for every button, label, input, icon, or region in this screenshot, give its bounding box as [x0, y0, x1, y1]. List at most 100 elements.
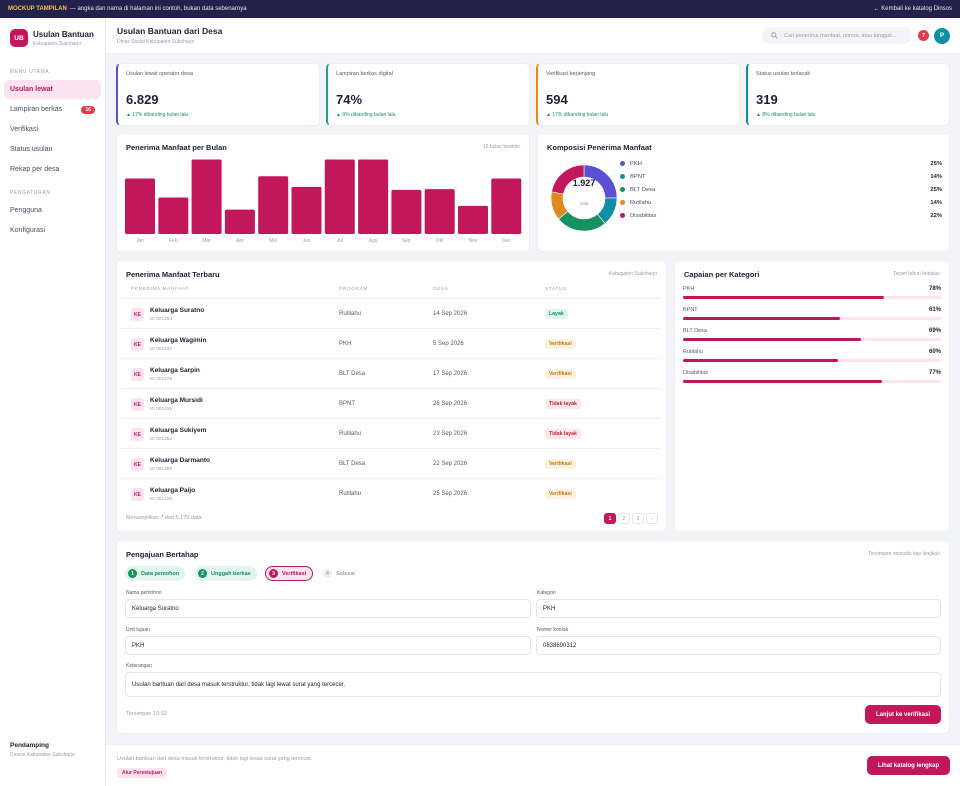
- step-unggah-berkas[interactable]: 2 Unggah berkas: [195, 566, 257, 581]
- table-row[interactable]: KE Keluarga Suratno ID 001204 Rutilahu 14 Se…: [119, 298, 661, 328]
- sidebar-item-rekap-per-desa[interactable]: Rekap per desa: [4, 160, 101, 179]
- donut-slice-disabilitas: [551, 164, 585, 195]
- legend-percent: 25%: [930, 161, 942, 167]
- next-page-button[interactable]: ›: [646, 513, 658, 524]
- step-label: Unggah berkas: [211, 570, 251, 577]
- sidebar-item-pengguna[interactable]: Pengguna: [4, 201, 101, 220]
- col-header-status: STATUS: [545, 287, 567, 292]
- progress-percent: 60%: [928, 349, 941, 355]
- form-title: Pengajuan Bertahap: [126, 550, 199, 559]
- table-row[interactable]: KE Keluarga Sukiyem ID 001352 Rutilahu 23 Se…: [119, 418, 661, 448]
- table-row[interactable]: KE Keluarga Mursidi ID 001315 BPNT 26 Sep 20…: [119, 388, 661, 418]
- date-cell: 5 Sep 2026: [433, 341, 464, 347]
- step-data-pemohon[interactable]: 1 Data pemohon: [125, 566, 186, 581]
- category-select[interactable]: PKH: [536, 599, 941, 618]
- progress-label: BPNT: [683, 307, 698, 313]
- progress-track: [683, 317, 941, 320]
- legend-percent: 14%: [930, 174, 942, 180]
- unit-label: Unit tujuan: [126, 627, 150, 633]
- table-row[interactable]: KE Keluarga Sarpin ID 001278 BLT Desa 17 Sep…: [119, 358, 661, 388]
- legend-percent: 25%: [930, 187, 942, 193]
- category-label: Kategori: [537, 590, 556, 596]
- sidebar-item-label: Konfigurasi: [10, 227, 46, 234]
- x-tick-label: Mar: [202, 238, 211, 244]
- sidebar-item-konfigurasi[interactable]: Konfigurasi: [4, 221, 101, 240]
- recipient-initials: KE: [131, 458, 144, 471]
- step-number: 1: [128, 569, 137, 578]
- progress-fill: [683, 359, 838, 362]
- header: Usulan Bantuan dari Desa Dinas Sosial Ka…: [106, 18, 960, 54]
- step-selesai[interactable]: 4 Selesai: [320, 566, 361, 581]
- achievement-aside: Target tahun berjalan: [893, 271, 940, 277]
- recipient-id: ID 001315: [150, 407, 173, 412]
- page-3-button[interactable]: 3: [632, 513, 644, 524]
- footer-tag: Alur Persetujuan: [117, 768, 168, 778]
- step-label: Data pemohon: [141, 570, 180, 577]
- avatar[interactable]: P: [934, 28, 950, 44]
- legend-item: PKH 25%: [620, 161, 942, 167]
- date-cell: 17 Sep 2026: [433, 371, 468, 377]
- sidebar-item-status-usulan[interactable]: Status usulan: [4, 140, 101, 159]
- status-badge: Verifikasi: [545, 339, 576, 349]
- bar-chart: Jan Feb Mar Apr Mei Jun Jul Agu Sep Okt Nov Des: [125, 159, 522, 244]
- achievement-card: Capaian per Kategori Target tahun berjal…: [674, 260, 950, 532]
- bar-jul: [324, 159, 355, 234]
- progress-track: [683, 359, 941, 362]
- search-placeholder: Cari penerima manfaat, nomor, atau tangg…: [784, 32, 897, 39]
- status-badge: Verifikasi: [545, 459, 576, 469]
- search-input[interactable]: Cari penerima manfaat, nomor, atau tangg…: [762, 27, 912, 44]
- table-row[interactable]: KE Keluarga Paijo ID 001426 Rutilahu 25 Sep …: [119, 478, 661, 508]
- table-row[interactable]: KE Keluarga Wagimin ID 001241 PKH 5 Sep 2026…: [119, 328, 661, 358]
- bar-jun: [291, 186, 322, 234]
- recipient-initials: KE: [131, 338, 144, 351]
- continue-verification-button[interactable]: Lanjut ke verifikasi: [865, 705, 941, 724]
- contact-field[interactable]: 0838690312: [536, 636, 941, 655]
- brand-subtitle: Kabupaten Sukoharjo: [33, 40, 82, 47]
- step-verifikasi[interactable]: 3 Verifikasi: [265, 566, 314, 581]
- unit-field[interactable]: PKH: [125, 636, 531, 655]
- program-cell: PKH: [339, 341, 352, 347]
- sidebar-item-verifikasi[interactable]: Verifikasi: [4, 120, 101, 139]
- progress-fill: [683, 296, 885, 299]
- view-catalog-button[interactable]: Lihat katalog lengkap: [867, 756, 950, 775]
- back-to-catalog-link[interactable]: ← Kembali ke katalog Dinsos: [873, 6, 952, 12]
- page-2-button[interactable]: 2: [618, 513, 630, 524]
- name-field[interactable]: Keluarga Suratno: [125, 599, 531, 618]
- sidebar-item-label: Verifikasi: [10, 126, 39, 133]
- progress-percent: 61%: [928, 307, 941, 313]
- mockup-tag: MOCKUP TAMPILAN: [8, 6, 67, 12]
- date-cell: 25 Sep 2026: [433, 491, 468, 497]
- sidebar-item-usulan-lewat[interactable]: Usulan lewat: [4, 80, 101, 99]
- progress-percent: 69%: [928, 328, 941, 334]
- sidebar-item-label: Rekap per desa: [10, 166, 60, 173]
- status-badge: Layak: [545, 309, 568, 319]
- footer-text: Usulan bantuan dari desa masuk terstrukt…: [117, 756, 313, 762]
- progress-label: Disabilitas: [683, 370, 709, 376]
- name-label: Nama pemohon: [126, 590, 162, 596]
- notes-textarea[interactable]: Usulan bantuan dari desa masuk terstrukt…: [125, 672, 941, 697]
- recipient-id: ID 001241: [150, 347, 173, 352]
- program-cell: BLT Desa: [339, 461, 366, 467]
- mockup-banner: MOCKUP TAMPILAN — angka dan nama di hala…: [0, 0, 960, 18]
- search-icon: [771, 32, 778, 39]
- legend-item: BPNT 14%: [620, 174, 942, 180]
- recipient-name: Keluarga Sukiyem: [150, 427, 207, 434]
- progress-track: [683, 338, 941, 341]
- legend-item: BLT Desa 25%: [620, 187, 942, 193]
- progress-fill: [683, 380, 882, 383]
- donut-total: 1.927: [572, 178, 596, 188]
- kpi-label: Status usulan terlacak: [756, 71, 811, 77]
- legend-item: Rutilahu 14%: [620, 200, 942, 206]
- progress-percent: 78%: [928, 286, 941, 292]
- progress-label: Rutilahu: [683, 349, 704, 355]
- progress-fill: [683, 317, 841, 320]
- table-row[interactable]: KE Keluarga Darmanto ID 001389 BLT Desa 22 S…: [119, 448, 661, 478]
- program-cell: BLT Desa: [339, 371, 366, 377]
- page-1-button[interactable]: 1: [604, 513, 616, 524]
- bar-mar: [191, 159, 222, 234]
- date-cell: 23 Sep 2026: [433, 431, 468, 437]
- legend-label: Rutilahu: [630, 200, 652, 207]
- notification-badge[interactable]: 7: [918, 30, 929, 41]
- donut-chart: [550, 164, 618, 232]
- sidebar-item-lampiran-berkas[interactable]: Lampiran berkas 16: [4, 100, 101, 119]
